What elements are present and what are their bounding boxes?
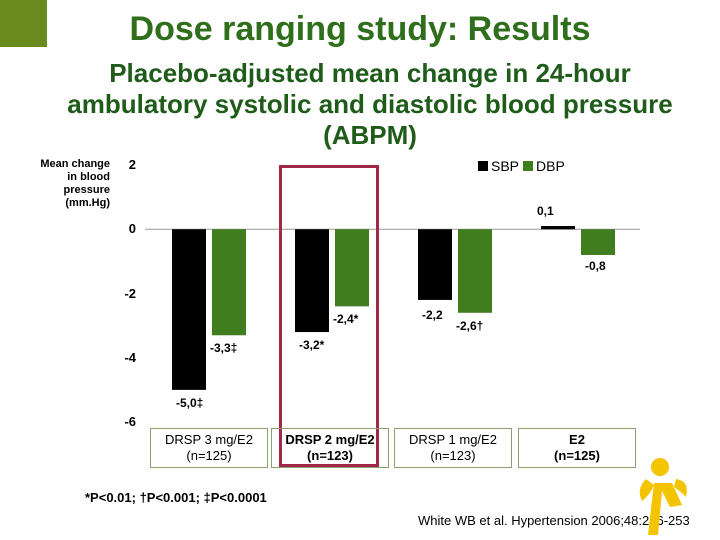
corner-square bbox=[0, 0, 47, 47]
legend-swatch-sbp bbox=[478, 161, 488, 171]
legend-swatch-dbp bbox=[523, 161, 534, 171]
bar-sbp-2 bbox=[418, 229, 452, 300]
category-label-line1: DRSP 3 mg/E2 bbox=[165, 432, 253, 447]
bar-sbp-0 bbox=[172, 229, 206, 390]
category-label-drsp3: DRSP 3 mg/E2 (n=125) bbox=[150, 428, 268, 468]
slide-title: Dose ranging study: Results bbox=[129, 10, 591, 48]
bar-dbp-1 bbox=[335, 229, 369, 307]
bar-dbp-0 bbox=[212, 229, 246, 336]
chart-legend: SBP DBP bbox=[478, 158, 569, 174]
data-label-dbp-2: -2,6† bbox=[456, 318, 484, 333]
category-label-line1: DRSP 1 mg/E2 bbox=[409, 432, 497, 447]
category-label-line1: DRSP 2 mg/E2 bbox=[285, 432, 375, 447]
y-tick-label: -6 bbox=[124, 414, 136, 429]
category-label-line1: E2 bbox=[569, 432, 585, 447]
bar-dbp-3 bbox=[581, 229, 615, 255]
y-tick-label: -2 bbox=[124, 286, 136, 301]
category-label-e2: E2 (n=125) bbox=[518, 428, 636, 468]
citation: White WB et al. Hypertension 2006;48:246… bbox=[418, 513, 690, 528]
category-label-drsp1: DRSP 1 mg/E2 (n=123) bbox=[394, 428, 512, 468]
data-label-sbp-2: -2,2 bbox=[422, 307, 443, 322]
category-label-line2: (n=125) bbox=[554, 448, 600, 463]
y-tick-label: 2 bbox=[128, 157, 136, 172]
data-label-dbp-0: -3,3‡ bbox=[210, 341, 238, 356]
data-label-sbp-3: 0,1 bbox=[537, 204, 554, 219]
bar-sbp-1 bbox=[295, 229, 329, 333]
data-label-sbp-1: -3,2* bbox=[299, 338, 325, 353]
bar-sbp-3 bbox=[541, 226, 575, 230]
category-label-line2: (n=123) bbox=[430, 448, 476, 463]
y-tick-label: 0 bbox=[128, 221, 136, 236]
significance-footnote: *P<0.01; †P<0.001; ‡P<0.0001 bbox=[85, 490, 267, 505]
legend-label-dbp: DBP bbox=[536, 158, 565, 174]
highlight-box bbox=[279, 165, 379, 467]
legend-item-dbp: DBP bbox=[523, 158, 565, 174]
legend-label-sbp: SBP bbox=[491, 158, 520, 174]
data-label-sbp-0: -5,0‡ bbox=[176, 395, 204, 410]
slide-subtitle: Placebo-adjusted mean change in 24-hour … bbox=[67, 58, 673, 150]
legend-item-sbp: SBP bbox=[478, 158, 519, 174]
brand-logo-icon bbox=[639, 458, 687, 535]
category-label-line2: (n=125) bbox=[186, 448, 232, 463]
category-label-line2: (n=123) bbox=[307, 448, 353, 463]
y-tick-label: -4 bbox=[124, 350, 136, 365]
data-label-dbp-1: -2,4* bbox=[333, 312, 359, 327]
data-label-dbp-3: -0,8 bbox=[585, 259, 606, 274]
y-axis-label: Mean change in blood pressure (mm.Hg) bbox=[40, 158, 110, 209]
bar-dbp-2 bbox=[458, 229, 492, 313]
category-label-drsp2: DRSP 2 mg/E2 (n=123) bbox=[271, 428, 389, 468]
